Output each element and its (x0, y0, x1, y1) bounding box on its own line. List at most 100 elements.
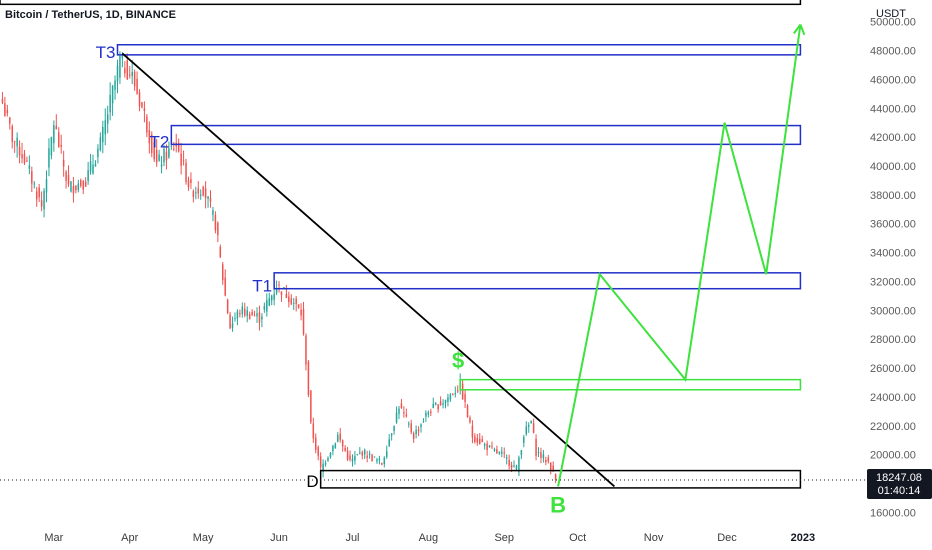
candle-body (190, 179, 192, 183)
candle-body (412, 433, 415, 439)
candle-body (371, 454, 373, 461)
candle-body (128, 74, 131, 76)
candle-body (256, 313, 258, 317)
candle-body (89, 161, 92, 172)
candle-body (33, 183, 36, 185)
price-tick-label: 38000.00 (870, 190, 916, 202)
candle-body (486, 443, 488, 451)
candle-body (18, 146, 21, 156)
candle-body (219, 246, 222, 257)
candle-body (361, 452, 364, 456)
candle-body (104, 120, 107, 135)
candle-body (266, 300, 268, 312)
last-price-value: 18247.08 (876, 472, 922, 484)
candle-body (26, 160, 28, 162)
candle-body (204, 188, 207, 198)
candle-body (302, 309, 305, 334)
candle-body (354, 456, 356, 461)
candle-body (62, 159, 65, 167)
candle-body (214, 215, 217, 231)
candle-body (53, 125, 55, 144)
time-tick-label: Aug (419, 532, 439, 544)
candle-body (540, 451, 542, 458)
candle-body (231, 323, 234, 328)
candle-body (258, 312, 261, 323)
candle-body (143, 108, 146, 112)
candle-body (503, 452, 505, 454)
candle-body (187, 180, 190, 187)
candle-body (395, 412, 398, 423)
candle-body (202, 186, 204, 196)
candle-body (106, 114, 109, 124)
candle-body (332, 445, 334, 452)
candle-body (148, 130, 151, 144)
candle-body (442, 403, 444, 405)
zone-box (273, 272, 802, 290)
candle-body (290, 298, 293, 305)
candle-body (545, 460, 547, 463)
candle-body (75, 185, 77, 191)
candle-body (430, 411, 432, 413)
candle-body (199, 194, 202, 196)
candle-body (295, 298, 297, 304)
zone-label: T2 (149, 132, 169, 151)
candle-body (263, 306, 266, 310)
candle-body (246, 310, 248, 316)
candle-body (344, 447, 346, 452)
candle-body (153, 141, 155, 160)
candle-body (182, 160, 185, 162)
candle-body (67, 174, 70, 185)
candle-body (525, 426, 528, 435)
candle-body (288, 296, 290, 303)
candle-body (498, 451, 501, 454)
candle-body (119, 56, 121, 78)
dollar-marker: $ (452, 348, 464, 373)
candle-body (346, 450, 349, 460)
price-tick-label: 48000.00 (870, 46, 916, 58)
time-axis[interactable]: Mar Apr May Jun Jul Aug Sep Oct Nov Dec 2023 (44, 532, 815, 544)
candle-body (248, 314, 251, 320)
time-tick-label: Sep (494, 532, 514, 544)
candle-body (278, 284, 280, 286)
candle-body (270, 295, 273, 301)
candle-body (300, 309, 302, 316)
candle-body (158, 154, 160, 161)
candle-body (547, 457, 550, 462)
zone-box (116, 43, 802, 56)
zone-box (459, 378, 802, 391)
time-tick-label: Jun (270, 532, 288, 544)
candle-body (317, 447, 319, 456)
price-axis[interactable]: 16000.0018000.0020000.0022000.0024000.00… (870, 17, 916, 520)
buy-marker: B (550, 492, 566, 517)
candle-body (6, 109, 9, 114)
candle-body (236, 311, 239, 319)
candle-body (4, 103, 6, 116)
candle-body (527, 424, 530, 427)
candle-body (55, 125, 58, 130)
candle-body (466, 405, 469, 418)
candle-body (488, 445, 491, 448)
time-tick-label: May (193, 532, 214, 544)
candle-body (398, 408, 400, 414)
zone-box (170, 124, 802, 146)
candle-body (310, 390, 312, 422)
candle-body (434, 403, 437, 405)
candle-body (432, 403, 435, 409)
candle-body (35, 191, 38, 200)
candle-body (177, 142, 180, 152)
last-price-countdown: 01:40:14 (878, 485, 921, 497)
candle-body (239, 313, 241, 315)
candle-body (195, 192, 197, 194)
candle-body (116, 65, 119, 82)
candle-body (508, 459, 510, 466)
candle-body (209, 198, 212, 202)
time-tick-label: Apr (121, 532, 138, 544)
candle-body (40, 200, 43, 207)
candle-body (155, 149, 158, 163)
time-tick-label: Oct (569, 532, 586, 544)
candle-body (234, 318, 236, 320)
candle-body (452, 394, 454, 396)
candle-body (136, 78, 138, 94)
